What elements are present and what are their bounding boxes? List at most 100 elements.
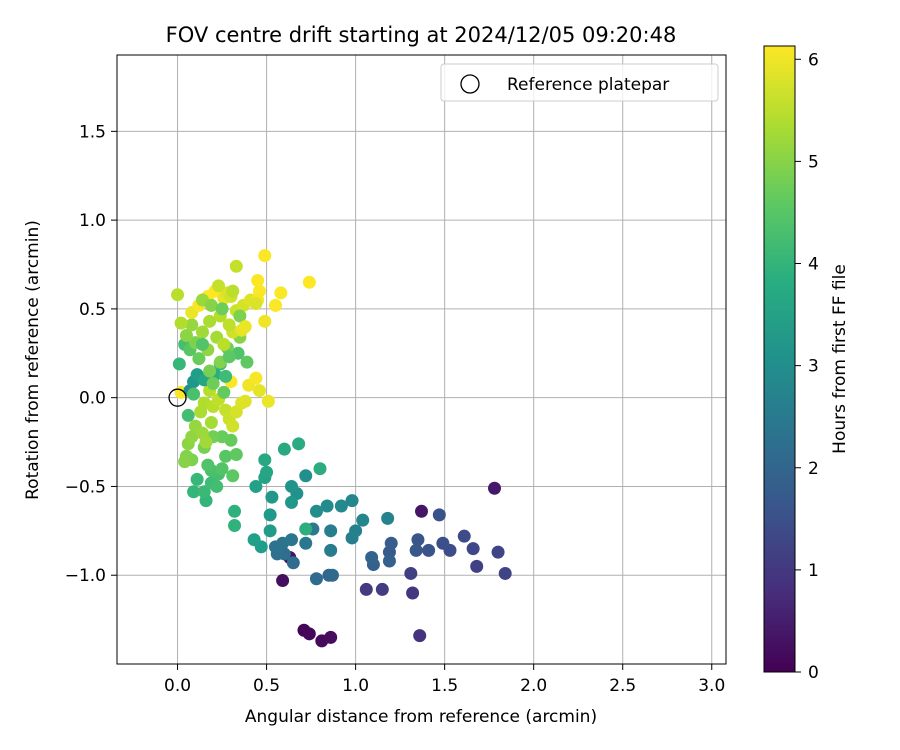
colorbar-tick-label: 5: [808, 152, 819, 172]
data-point: [263, 524, 277, 538]
data-point: [320, 499, 334, 513]
data-point: [406, 586, 420, 600]
data-point: [229, 447, 243, 461]
data-point: [195, 325, 209, 339]
data-point: [285, 479, 299, 493]
data-point: [178, 455, 192, 469]
y-tick-label: 0.0: [79, 389, 106, 409]
data-point: [233, 309, 247, 323]
x-axis-label: Angular distance from reference (arcmin): [245, 707, 597, 727]
data-point: [185, 430, 199, 444]
x-tick-label: 3.0: [698, 676, 725, 696]
x-tick-label: 1.5: [431, 676, 458, 696]
colorbar-gradient: [763, 45, 796, 673]
data-point: [212, 279, 225, 293]
data-point: [365, 550, 379, 564]
data-point: [203, 314, 217, 328]
colorbar-tick-label: 6: [808, 50, 819, 70]
data-point: [384, 536, 398, 550]
data-point: [190, 472, 204, 486]
data-point: [217, 337, 231, 351]
data-point: [409, 543, 423, 557]
data-point: [422, 543, 436, 557]
data-point: [226, 469, 240, 483]
data-point: [219, 449, 233, 463]
data-point: [488, 481, 502, 495]
chart-title: FOV centre drift starting at 2024/12/05 …: [166, 23, 677, 47]
data-point: [432, 508, 446, 522]
x-tick-label: 2.0: [520, 676, 547, 696]
data-point: [228, 519, 242, 533]
x-tick-label: 0.0: [164, 676, 191, 696]
data-point: [263, 508, 277, 522]
data-point: [436, 536, 450, 550]
data-point: [265, 490, 279, 504]
data-point: [466, 542, 480, 556]
data-point: [238, 320, 252, 334]
data-point: [217, 385, 231, 399]
colorbar-tick-label: 0: [808, 663, 819, 683]
data-point: [215, 462, 229, 476]
data-point: [276, 574, 290, 588]
data-point: [313, 462, 327, 476]
reference-platepar-marker: [168, 388, 187, 407]
data-point: [258, 314, 272, 328]
data-point: [334, 499, 348, 513]
data-point: [199, 435, 213, 449]
data-points: [171, 249, 512, 648]
data-point: [404, 566, 418, 580]
data-point: [240, 355, 254, 369]
data-point: [292, 437, 306, 451]
data-point: [247, 533, 261, 547]
data-point: [228, 504, 242, 518]
data-point: [215, 430, 229, 444]
grid: [117, 55, 726, 664]
data-point: [210, 479, 224, 493]
data-point: [187, 485, 201, 499]
x-tick-label: 2.5: [609, 676, 636, 696]
data-point: [345, 494, 359, 508]
data-point: [413, 629, 427, 643]
x-tick-label: 0.5: [253, 676, 280, 696]
data-point: [206, 376, 220, 390]
colorbar-tick-label: 4: [808, 255, 819, 275]
data-point: [171, 288, 185, 302]
data-point: [172, 357, 186, 371]
data-point: [302, 627, 316, 641]
y-axis-label: Rotation from reference (arcmin): [23, 220, 43, 500]
colorbar-tick-label: 1: [808, 561, 819, 581]
x-tick-label: 1.0: [342, 676, 369, 696]
data-point: [229, 259, 243, 273]
data-point: [299, 536, 313, 550]
data-point: [277, 442, 291, 456]
data-point: [411, 533, 425, 547]
data-point: [204, 416, 218, 430]
data-point: [252, 384, 266, 398]
y-tick-label: 1.5: [79, 122, 106, 142]
data-point: [179, 329, 193, 343]
data-point: [359, 582, 373, 596]
data-point: [285, 495, 299, 509]
data-point: [219, 369, 233, 383]
y-tick-label: 0.5: [79, 300, 106, 320]
colorbar-ticks: 0 1 2 3 4 5 6: [795, 50, 819, 683]
data-point: [375, 582, 389, 596]
data-point: [381, 511, 395, 525]
data-point: [258, 453, 272, 467]
plot-frame: [116, 54, 727, 665]
data-point: [325, 568, 339, 582]
data-point: [185, 318, 199, 332]
data-point: [415, 504, 428, 518]
colorbar-label: Hours from first FF file: [830, 264, 850, 454]
data-point: [261, 394, 275, 408]
data-point: [285, 533, 299, 547]
data-point: [195, 337, 209, 351]
legend: Reference platepar: [440, 63, 719, 102]
data-point: [238, 394, 252, 408]
data-point: [174, 316, 188, 330]
data-point: [192, 352, 206, 366]
data-point: [249, 371, 263, 385]
y-axis-ticks: −1.0 −0.5 0.0 0.5 1.0 1.5: [65, 122, 117, 586]
data-point: [226, 284, 240, 298]
